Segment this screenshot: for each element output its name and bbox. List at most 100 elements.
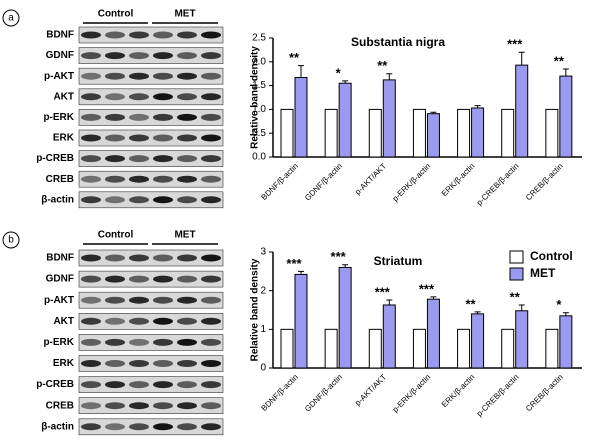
error-bar (298, 270, 304, 275)
y-tick-label: 0 (260, 363, 266, 374)
blot-band (105, 275, 125, 283)
blot-band (129, 93, 149, 101)
significance: *** (331, 249, 347, 264)
blot-band (129, 155, 149, 163)
error-bar (562, 68, 569, 77)
blot-band (201, 296, 221, 304)
blot-band (153, 134, 173, 142)
bar (426, 298, 440, 369)
blot-band (201, 381, 221, 389)
error-bar (474, 105, 481, 108)
chart-title: Striatum (374, 254, 423, 268)
blot-band (105, 254, 125, 262)
blot-band (81, 72, 101, 80)
blot-label: GDNF (46, 274, 74, 285)
x-tick-label: GDNF/β-actin (303, 373, 344, 414)
significance: ** (289, 50, 300, 65)
bar (559, 75, 573, 158)
blot-strip (78, 418, 224, 436)
blot-band (177, 52, 197, 60)
blot-band (153, 175, 173, 183)
bar (457, 328, 471, 369)
blot-strip (78, 376, 224, 393)
blot-band (153, 360, 173, 367)
blot-band (201, 175, 221, 183)
error-bar (518, 51, 525, 66)
error-bar (474, 311, 481, 314)
bar (545, 328, 559, 369)
blot-band (201, 402, 221, 410)
group-label: Control (98, 230, 134, 241)
blot-band (105, 360, 125, 367)
blot-band (153, 52, 173, 60)
blot-strip (78, 67, 224, 85)
blot-band (129, 402, 149, 410)
significance: ** (377, 58, 388, 73)
blot-strip (78, 88, 224, 106)
blot-band (201, 52, 221, 60)
y-tick-label: 1.5 (252, 80, 266, 91)
significance: ** (554, 53, 565, 68)
blot-band (177, 155, 197, 163)
blot-band (81, 317, 101, 325)
bar (501, 328, 515, 369)
blot-band (177, 31, 197, 39)
blot-band (81, 254, 101, 262)
blot-band (129, 31, 149, 39)
error-bar (562, 312, 569, 316)
y-tick-label: 2.0 (252, 56, 266, 67)
blot-band (153, 423, 173, 431)
significance: ** (466, 296, 477, 311)
blot-band (153, 93, 173, 101)
blot-band (81, 155, 101, 163)
bar (280, 108, 294, 158)
error-bar (430, 296, 437, 300)
blot-strip (78, 109, 224, 126)
error-bar (342, 264, 349, 268)
blot-band (129, 134, 149, 142)
blot-band (105, 175, 125, 183)
blot-label: BDNF (46, 253, 74, 264)
blot-band (201, 72, 221, 80)
bar (426, 113, 440, 158)
blot-band (177, 381, 197, 389)
x-tick-label: p-ERK/β-actin (391, 162, 433, 204)
blot-band (201, 113, 221, 121)
blot-strip (78, 291, 224, 309)
blot-band (81, 296, 101, 304)
bar (545, 108, 559, 158)
blot-band (129, 175, 149, 183)
x-tick-label: ERK/β-actin (440, 373, 477, 410)
x-tick-label: p-CREB/β-actin (475, 373, 521, 419)
blot-band (105, 296, 125, 304)
bar (280, 328, 294, 369)
blot-band (81, 423, 101, 431)
blot-band (153, 254, 173, 262)
blot-band (153, 196, 173, 204)
bar (294, 77, 308, 158)
blot-band (81, 402, 101, 410)
blot-band (177, 93, 197, 101)
blot-strip (78, 397, 224, 415)
blot-band (129, 423, 149, 431)
blot-label: ERK (53, 358, 75, 369)
blot-band (81, 52, 101, 60)
blot-band (81, 31, 101, 39)
blot-band (129, 72, 149, 80)
bar (338, 82, 352, 158)
blot-band (201, 254, 221, 262)
blot-label: CREB (46, 400, 74, 411)
blot-band (105, 93, 125, 101)
blot-band (81, 175, 101, 183)
blot-band (201, 360, 221, 367)
blot-band (153, 275, 173, 283)
significance: *** (419, 281, 435, 296)
blot-band (177, 317, 197, 325)
bar (368, 108, 382, 158)
bar (324, 108, 338, 158)
blot-band (177, 402, 197, 410)
blot-band (201, 93, 221, 101)
blot-label: AKT (53, 91, 74, 102)
error-bar (430, 111, 437, 114)
